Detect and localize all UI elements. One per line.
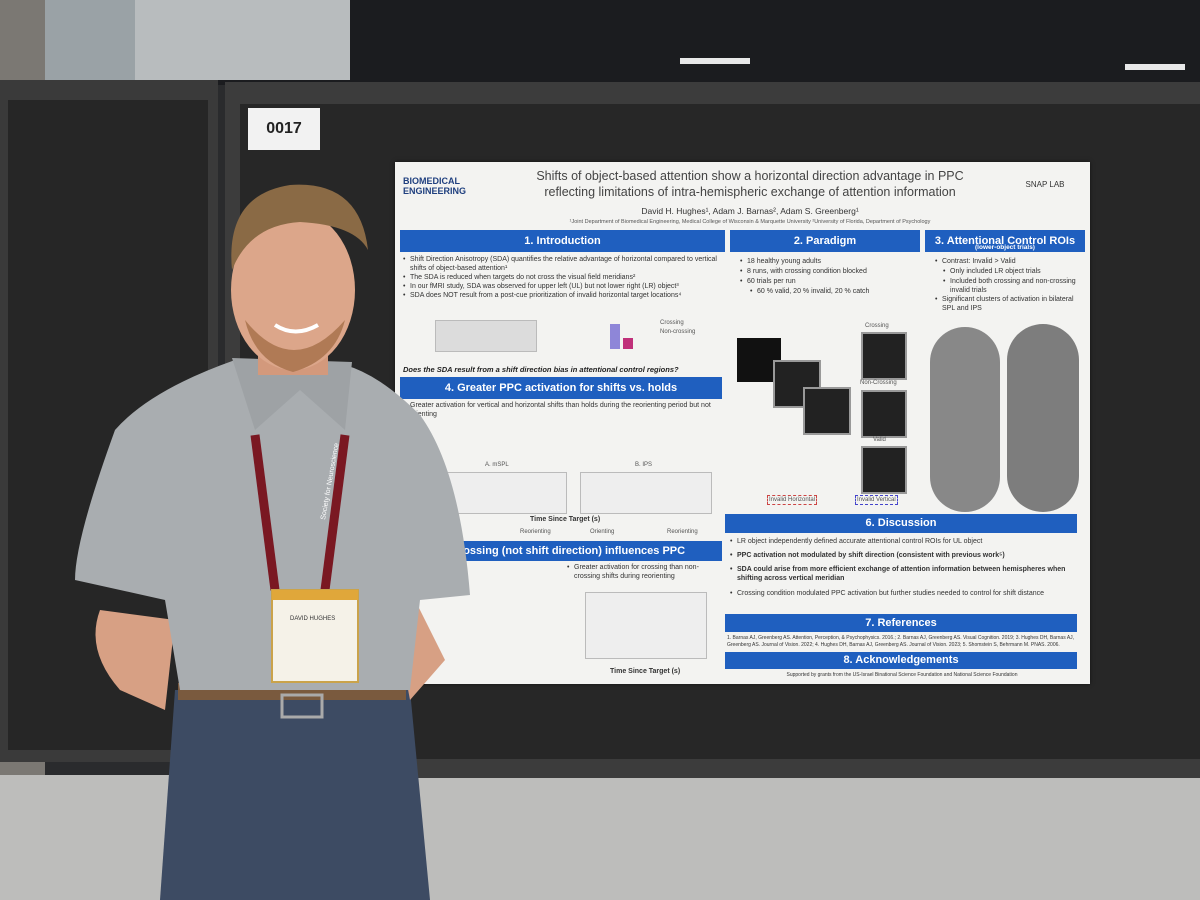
panel-label: B. IPS xyxy=(635,462,653,468)
belt-buckle xyxy=(280,693,324,719)
hair xyxy=(231,184,368,270)
legend-entry: Non-crossing xyxy=(660,329,696,335)
logo: SNAP LAB xyxy=(1025,180,1065,189)
question: Does the SDA result from a shift directi… xyxy=(403,365,679,374)
condition-label: Invalid Horizontal xyxy=(767,495,818,505)
condition-label: Invalid Vertical xyxy=(855,495,898,505)
bullet: Shift Direction Anisotropy (SDA) quantif… xyxy=(403,256,730,273)
bullet: Crossing condition modulated PPC activat… xyxy=(730,590,1077,599)
bullet: Included both crossing and non-crossing … xyxy=(943,278,1090,295)
figure-bar xyxy=(623,338,633,349)
section-heading: 8. Acknowledgements xyxy=(725,652,1077,669)
collar xyxy=(232,358,352,430)
authors: David H. Hughes¹, Adam J. Barnas², Adam … xyxy=(641,206,859,216)
stimulus xyxy=(861,332,907,380)
section-heading: 2. Paradigm xyxy=(730,230,920,252)
smile xyxy=(273,323,319,334)
stimulus xyxy=(861,446,907,494)
badge-name: DAVID HUGHES xyxy=(290,616,335,622)
funding: Supported by grants from the US-Israel B… xyxy=(786,672,1018,678)
bullet: PPC activation not modulated by shift di… xyxy=(730,552,1077,561)
shirt xyxy=(75,360,470,690)
bullet: The SDA is reduced when targets do not c… xyxy=(403,274,730,283)
affiliation: ¹Joint Department of Biomedical Engineer… xyxy=(569,219,931,225)
ceiling-light xyxy=(1125,64,1185,70)
stimulus xyxy=(803,387,851,435)
panel-label: A. mSPL xyxy=(485,462,509,468)
condition-label: Crossing xyxy=(865,323,889,329)
bullet: SDA does NOT result from a post-cue prio… xyxy=(403,292,730,301)
stimulus xyxy=(861,390,907,438)
figure xyxy=(435,320,537,352)
legend-entry: Crossing xyxy=(660,320,684,326)
bullet: Only included LR object trials xyxy=(943,268,1090,277)
lanyard xyxy=(250,434,280,591)
bullet: 8 runs, with crossing condition blocked xyxy=(740,268,927,277)
phase-label: Orienting xyxy=(590,529,615,535)
figure xyxy=(585,592,707,659)
bullet: 18 healthy young adults xyxy=(740,258,927,267)
arm xyxy=(95,610,175,710)
bullet: Contrast: Invalid > Valid xyxy=(935,258,1087,267)
poster: BIOMEDICAL ENGINEERING SNAP LAB Shifts o… xyxy=(395,162,1090,684)
phase-label: Reorienting xyxy=(520,529,551,535)
figure xyxy=(445,472,567,514)
face xyxy=(231,210,355,370)
bullet: SDA could arise from more efficient exch… xyxy=(730,566,1077,583)
bullet: 60 % valid, 20 % invalid, 20 % catch xyxy=(750,288,927,297)
brain-image xyxy=(1007,324,1079,512)
logo: BIOMEDICAL ENGINEERING xyxy=(403,176,467,196)
bullet: In our fMRI study, SDA was observed for … xyxy=(403,283,730,292)
pillar xyxy=(45,0,135,80)
figure xyxy=(580,472,712,514)
figure-bar xyxy=(610,324,620,349)
phase-label: Reorienting xyxy=(667,529,698,535)
axis-label: Time Since Target (s) xyxy=(610,668,681,675)
pants xyxy=(160,690,430,900)
section-heading: 1. Introduction xyxy=(400,230,725,252)
section-heading: 7. References xyxy=(725,614,1077,632)
condition-label: Valid xyxy=(873,437,886,443)
bullet: Greater activation for crossing than non… xyxy=(567,564,724,581)
poster-title: Shifts of object-based attention show a … xyxy=(536,169,964,199)
section-subheading: (lower-object trials) xyxy=(925,244,1085,251)
section-heading: an crossing (not shift direction) influe… xyxy=(400,541,722,561)
references: 1. Barnas AJ, Greenberg AS. Attention, P… xyxy=(727,635,1075,648)
lanyard xyxy=(320,434,350,591)
axis-label: Time Since Target (s) xyxy=(530,516,601,523)
badge-band xyxy=(272,590,358,600)
bullet: LR object independently defined accurate… xyxy=(730,538,1077,547)
bullet: Significant clusters of activation in bi… xyxy=(935,296,1087,313)
ceiling-light xyxy=(680,58,750,64)
badge xyxy=(271,589,359,683)
condition-label: Non-Crossing xyxy=(860,380,897,386)
beard xyxy=(245,320,345,372)
bullet: 60 trials per run xyxy=(740,278,927,287)
section-heading: 4. Greater PPC activation for shifts vs.… xyxy=(400,377,722,399)
section-heading: 6. Discussion xyxy=(725,514,1077,533)
brain-image xyxy=(930,327,1000,512)
board-number: 0017 xyxy=(248,108,320,150)
wall-panel xyxy=(135,0,350,80)
